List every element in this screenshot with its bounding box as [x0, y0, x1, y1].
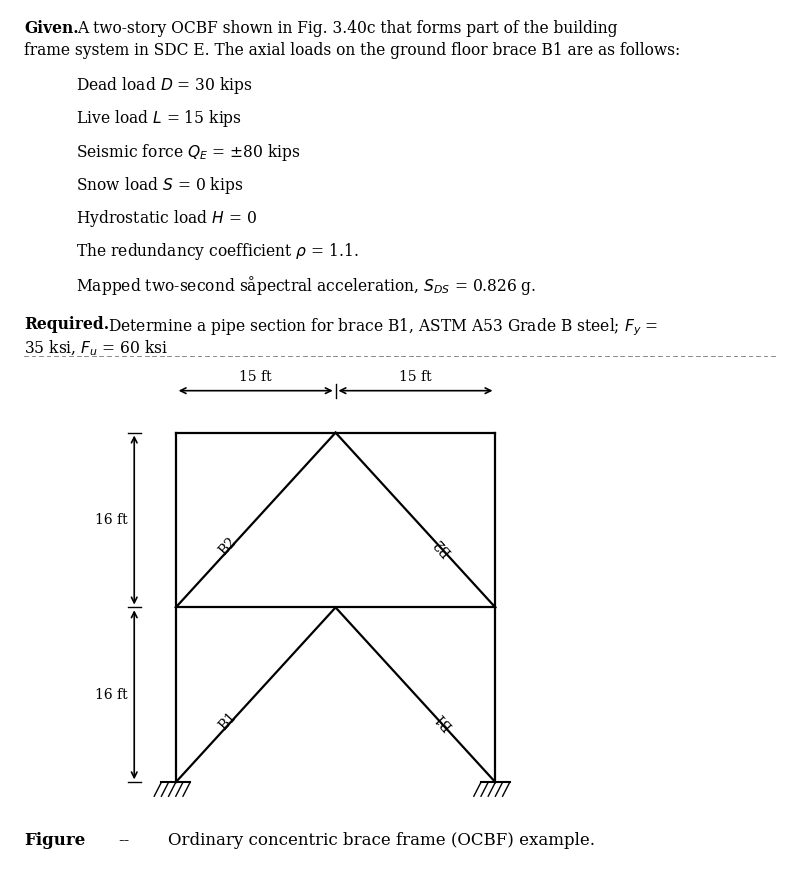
Text: 15 ft: 15 ft [400, 370, 431, 384]
Text: The redundancy coefficient $\rho$ = 1.1.: The redundancy coefficient $\rho$ = 1.1. [76, 241, 359, 262]
Text: 16 ft: 16 ft [95, 688, 128, 702]
Text: B2: B2 [432, 535, 455, 558]
Text: 15 ft: 15 ft [240, 370, 272, 384]
Text: 35 ksi, $F_u$ = 60 ksi: 35 ksi, $F_u$ = 60 ksi [24, 338, 169, 357]
Text: frame system in SDC E. The axial loads on the ground floor brace B1 are as follo: frame system in SDC E. The axial loads o… [24, 42, 680, 59]
Text: Figure: Figure [24, 832, 85, 849]
Text: Determine a pipe section for brace B1, ASTM A53 Grade B steel; $F_y$ =: Determine a pipe section for brace B1, A… [108, 316, 658, 338]
Text: Mapped two-second såpectral acceleration, $S_{DS}$ = 0.826 g.: Mapped two-second såpectral acceleration… [76, 274, 536, 297]
Text: Dead load $D$ = 30 kips: Dead load $D$ = 30 kips [76, 75, 252, 96]
Text: B1: B1 [432, 710, 455, 732]
Text: B1: B1 [217, 710, 239, 732]
Text: Required.: Required. [24, 316, 109, 333]
Text: Given.: Given. [24, 20, 78, 37]
Text: Ordinary concentric brace frame (OCBF) example.: Ordinary concentric brace frame (OCBF) e… [168, 832, 594, 849]
Text: Snow load $S$ = 0 kips: Snow load $S$ = 0 kips [76, 175, 243, 196]
Text: 16 ft: 16 ft [95, 513, 128, 527]
Text: Hydrostatic load $H$ = 0: Hydrostatic load $H$ = 0 [76, 208, 256, 229]
Text: Live load $L$ = 15 kips: Live load $L$ = 15 kips [76, 108, 242, 129]
Text: --: -- [118, 832, 129, 849]
Text: A two-story OCBF shown in Fig. 3.40c that forms part of the building: A two-story OCBF shown in Fig. 3.40c tha… [78, 20, 618, 37]
Text: B2: B2 [217, 535, 239, 558]
Text: Seismic force $Q_E$ = $\pm$80 kips: Seismic force $Q_E$ = $\pm$80 kips [76, 142, 300, 163]
